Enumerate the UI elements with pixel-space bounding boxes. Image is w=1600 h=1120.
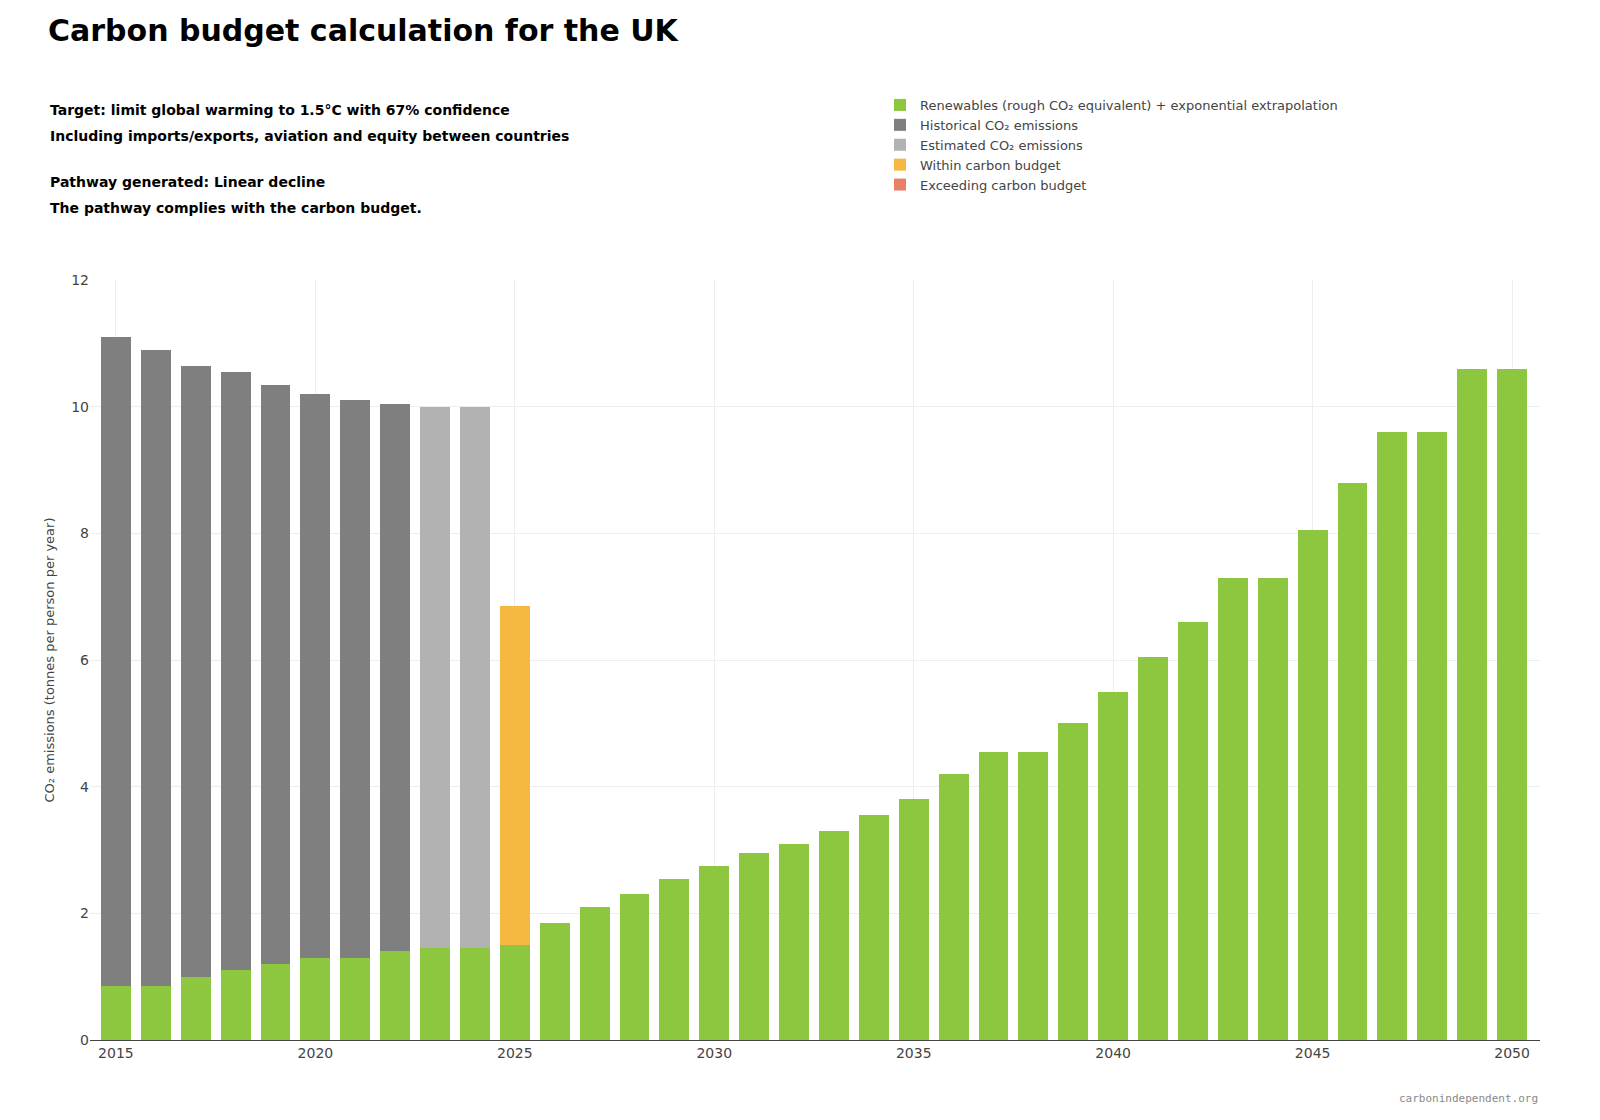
svg-text:10: 10 xyxy=(71,399,89,415)
svg-text:4: 4 xyxy=(80,779,89,795)
svg-text:2050: 2050 xyxy=(1494,1045,1530,1061)
svg-text:Including imports/exports, avi: Including imports/exports, aviation and … xyxy=(50,128,569,144)
svg-text:Carbon budget calculation for: Carbon budget calculation for the UK xyxy=(48,13,680,48)
svg-text:Renewables (rough CO₂ equivale: Renewables (rough CO₂ equivalent) + expo… xyxy=(920,98,1338,113)
svg-text:Estimated CO₂ emissions: Estimated CO₂ emissions xyxy=(920,138,1083,153)
svg-text:Pathway generated: Linear decl: Pathway generated: Linear decline xyxy=(50,174,325,190)
svg-text:2025: 2025 xyxy=(497,1045,533,1061)
svg-text:2020: 2020 xyxy=(298,1045,334,1061)
svg-text:Exceeding carbon budget: Exceeding carbon budget xyxy=(920,178,1086,193)
svg-text:Target: limit global warming t: Target: limit global warming to 1.5°C wi… xyxy=(50,102,510,118)
svg-text:carbonindependent.org: carbonindependent.org xyxy=(1399,1092,1538,1105)
svg-text:2030: 2030 xyxy=(696,1045,732,1061)
svg-text:2040: 2040 xyxy=(1095,1045,1131,1061)
svg-text:CO₂ emissions (tonnes per pers: CO₂ emissions (tonnes per person per yea… xyxy=(42,518,57,803)
svg-text:2045: 2045 xyxy=(1295,1045,1331,1061)
svg-text:The pathway complies with the: The pathway complies with the carbon bud… xyxy=(50,200,422,216)
svg-text:8: 8 xyxy=(80,525,89,541)
svg-text:Within carbon budget: Within carbon budget xyxy=(920,158,1061,173)
svg-text:2035: 2035 xyxy=(896,1045,932,1061)
svg-text:2: 2 xyxy=(80,905,89,921)
svg-text:6: 6 xyxy=(80,652,89,668)
svg-text:12: 12 xyxy=(71,272,89,288)
svg-text:2015: 2015 xyxy=(98,1045,134,1061)
svg-text:0: 0 xyxy=(80,1032,89,1048)
svg-text:Historical CO₂ emissions: Historical CO₂ emissions xyxy=(920,118,1078,133)
